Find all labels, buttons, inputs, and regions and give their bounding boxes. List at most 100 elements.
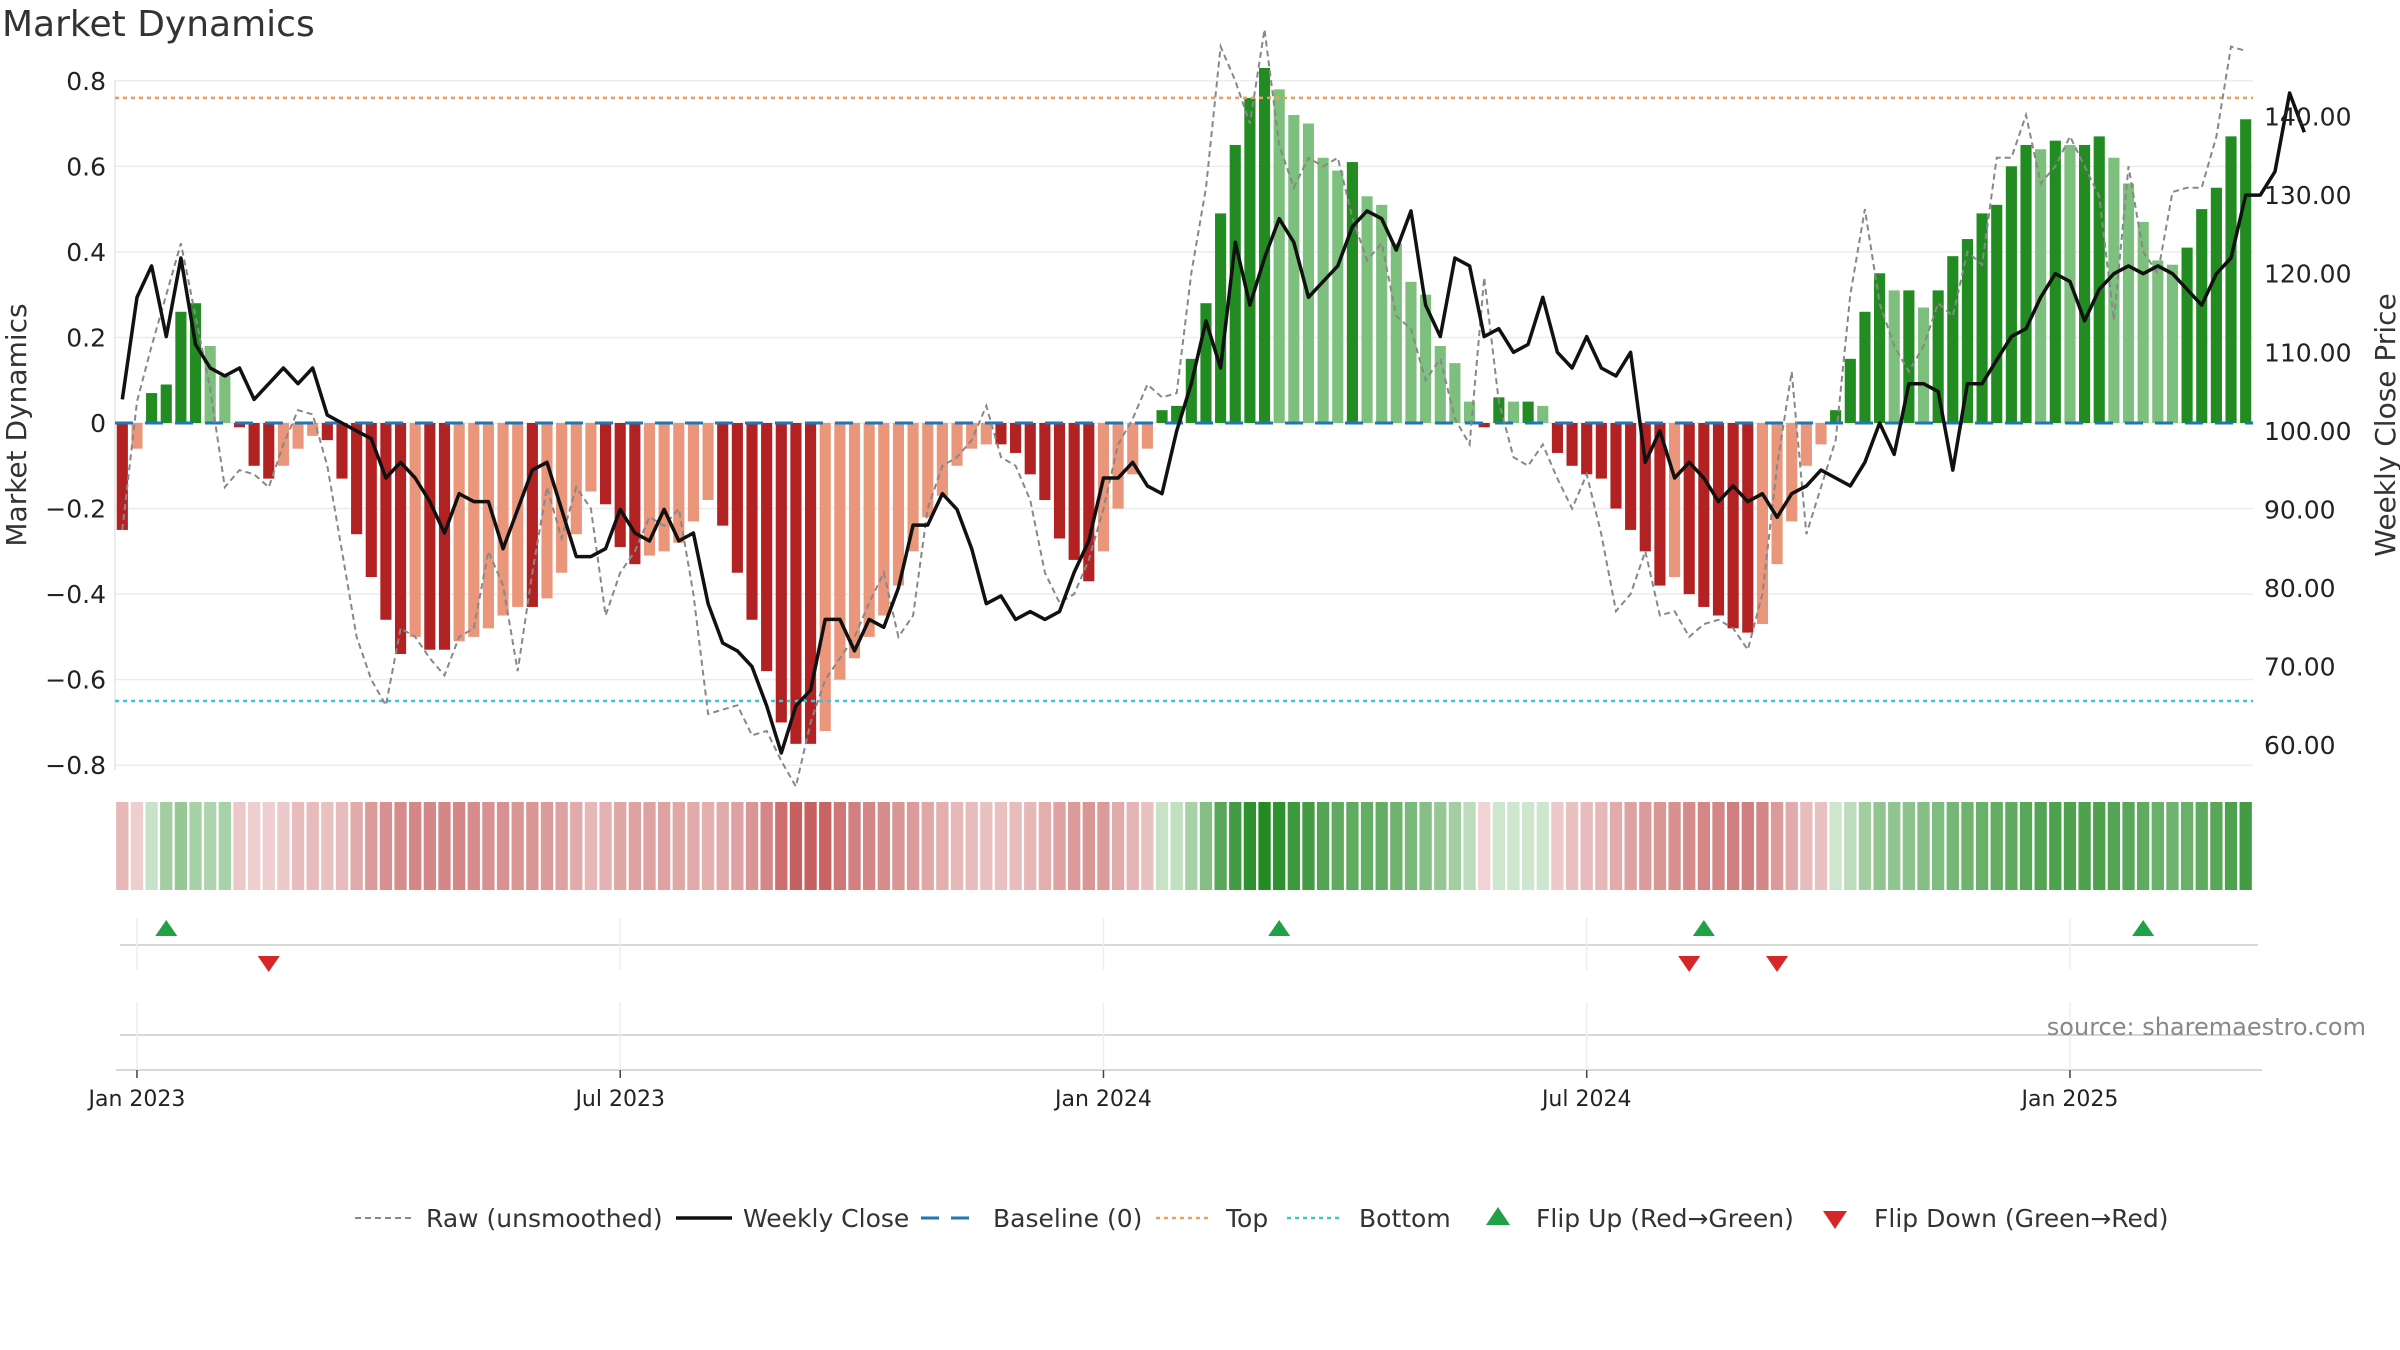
bar-71 (1156, 410, 1168, 423)
heat-cell-68 (1111, 802, 1125, 890)
bar-38 (673, 423, 685, 543)
heat-cell-7 (218, 802, 231, 890)
right-tick-label: 120.00 (2264, 260, 2351, 289)
bar-32 (585, 423, 597, 492)
bar-82 (1317, 157, 1329, 423)
heat-cell-120 (1873, 802, 1886, 890)
heat-cell-76 (1229, 802, 1242, 890)
heat-cell-24 (467, 802, 480, 890)
heat-cell-54 (906, 802, 920, 890)
heat-cell-59 (980, 802, 993, 890)
bar-83 (1332, 170, 1344, 423)
left-tick-label: 0 (90, 409, 106, 438)
heat-cell-1 (130, 802, 144, 890)
bar-127 (1976, 213, 1988, 423)
bar-143 (2210, 187, 2222, 423)
bar-85 (1361, 196, 1373, 423)
bar-41 (717, 423, 729, 526)
legend-label: Weekly Close (743, 1204, 909, 1233)
heat-cell-42 (731, 802, 744, 890)
heat-cell-4 (174, 802, 188, 890)
left-tick-label: 0.4 (66, 238, 106, 267)
bar-47 (805, 423, 817, 744)
close-series (120, 91, 2306, 755)
right-tick-label: 60.00 (2264, 731, 2336, 760)
bar-17 (365, 423, 377, 577)
bar-33 (600, 423, 612, 505)
heat-cell-36 (643, 802, 656, 890)
legend-label: Top (1225, 1204, 1268, 1233)
heat-cell-5 (189, 802, 202, 890)
legend: Raw (unsmoothed) Weekly Close Baseline (0)… (355, 1204, 2169, 1233)
heat-cell-45 (775, 802, 788, 890)
bar-115 (1800, 423, 1812, 466)
grid-lines (114, 80, 2253, 770)
legend-swatch-flip-up (1486, 1207, 1510, 1225)
heat-cell-135 (2093, 802, 2106, 890)
bar-15 (336, 423, 348, 479)
heat-cell-112 (1756, 802, 1769, 890)
heat-cell-33 (599, 802, 612, 890)
heat-cell-84 (1346, 802, 1359, 890)
x-tick-label: Jul 2024 (1540, 1087, 1632, 1112)
heat-cell-124 (1932, 802, 1945, 890)
legend-label: Flip Down (Green→Red) (1874, 1204, 2169, 1233)
heat-cell-62 (1024, 802, 1037, 890)
heat-cell-106 (1668, 802, 1681, 890)
bar-3 (160, 384, 172, 423)
bar-77 (1244, 97, 1256, 423)
bar-118 (1844, 358, 1856, 423)
heat-cell-98 (1551, 802, 1564, 890)
bar-145 (2240, 119, 2252, 424)
bar-132 (2049, 140, 2061, 423)
bar-21 (424, 423, 436, 650)
bar-128 (1991, 204, 2003, 423)
heat-cell-102 (1609, 802, 1623, 890)
heat-cell-71 (1155, 802, 1169, 890)
heat-cell-53 (892, 802, 905, 890)
bar-105 (1654, 423, 1666, 586)
bar-126 (1961, 239, 1974, 423)
bar-65 (1068, 423, 1080, 560)
heat-cell-144 (2224, 802, 2238, 890)
bar-122 (1903, 290, 1915, 423)
left-tick-label: −0.8 (45, 751, 106, 780)
bar-123 (1917, 307, 1930, 423)
heat-cell-79 (1273, 802, 1286, 890)
bar-52 (878, 423, 890, 616)
bar-81 (1302, 123, 1315, 424)
bar-53 (892, 423, 905, 586)
heat-cell-60 (994, 802, 1008, 890)
bar-95 (1507, 401, 1520, 423)
heat-cell-104 (1639, 802, 1652, 890)
heat-cell-64 (1053, 802, 1066, 890)
bar-68 (1112, 423, 1124, 509)
bar-61 (1010, 423, 1022, 453)
heat-cell-142 (2195, 802, 2208, 890)
heat-cell-127 (1975, 802, 1989, 890)
heat-cell-14 (321, 802, 334, 890)
bar-45 (775, 423, 787, 723)
heat-cell-138 (2137, 802, 2150, 890)
heat-cell-30 (555, 802, 568, 890)
bar-0 (116, 423, 128, 530)
bar-107 (1683, 423, 1695, 595)
heat-cell-139 (2151, 802, 2164, 890)
bar-36 (643, 423, 656, 556)
heat-cell-145 (2239, 802, 2252, 890)
heat-cell-26 (496, 802, 510, 890)
bar-135 (2093, 136, 2105, 423)
heat-cell-58 (965, 802, 978, 890)
bar-131 (2035, 149, 2047, 423)
bar-99 (1566, 423, 1578, 466)
heat-cell-0 (116, 802, 129, 890)
heat-cell-123 (1917, 802, 1930, 890)
bar-98 (1551, 423, 1563, 453)
heat-cell-125 (1946, 802, 1959, 890)
heat-cell-107 (1683, 802, 1696, 890)
right-tick-label: 110.00 (2264, 338, 2351, 367)
bar-26 (497, 423, 509, 616)
bar-87 (1390, 243, 1402, 423)
bar-140 (2166, 264, 2179, 423)
bar-121 (1888, 290, 1900, 423)
